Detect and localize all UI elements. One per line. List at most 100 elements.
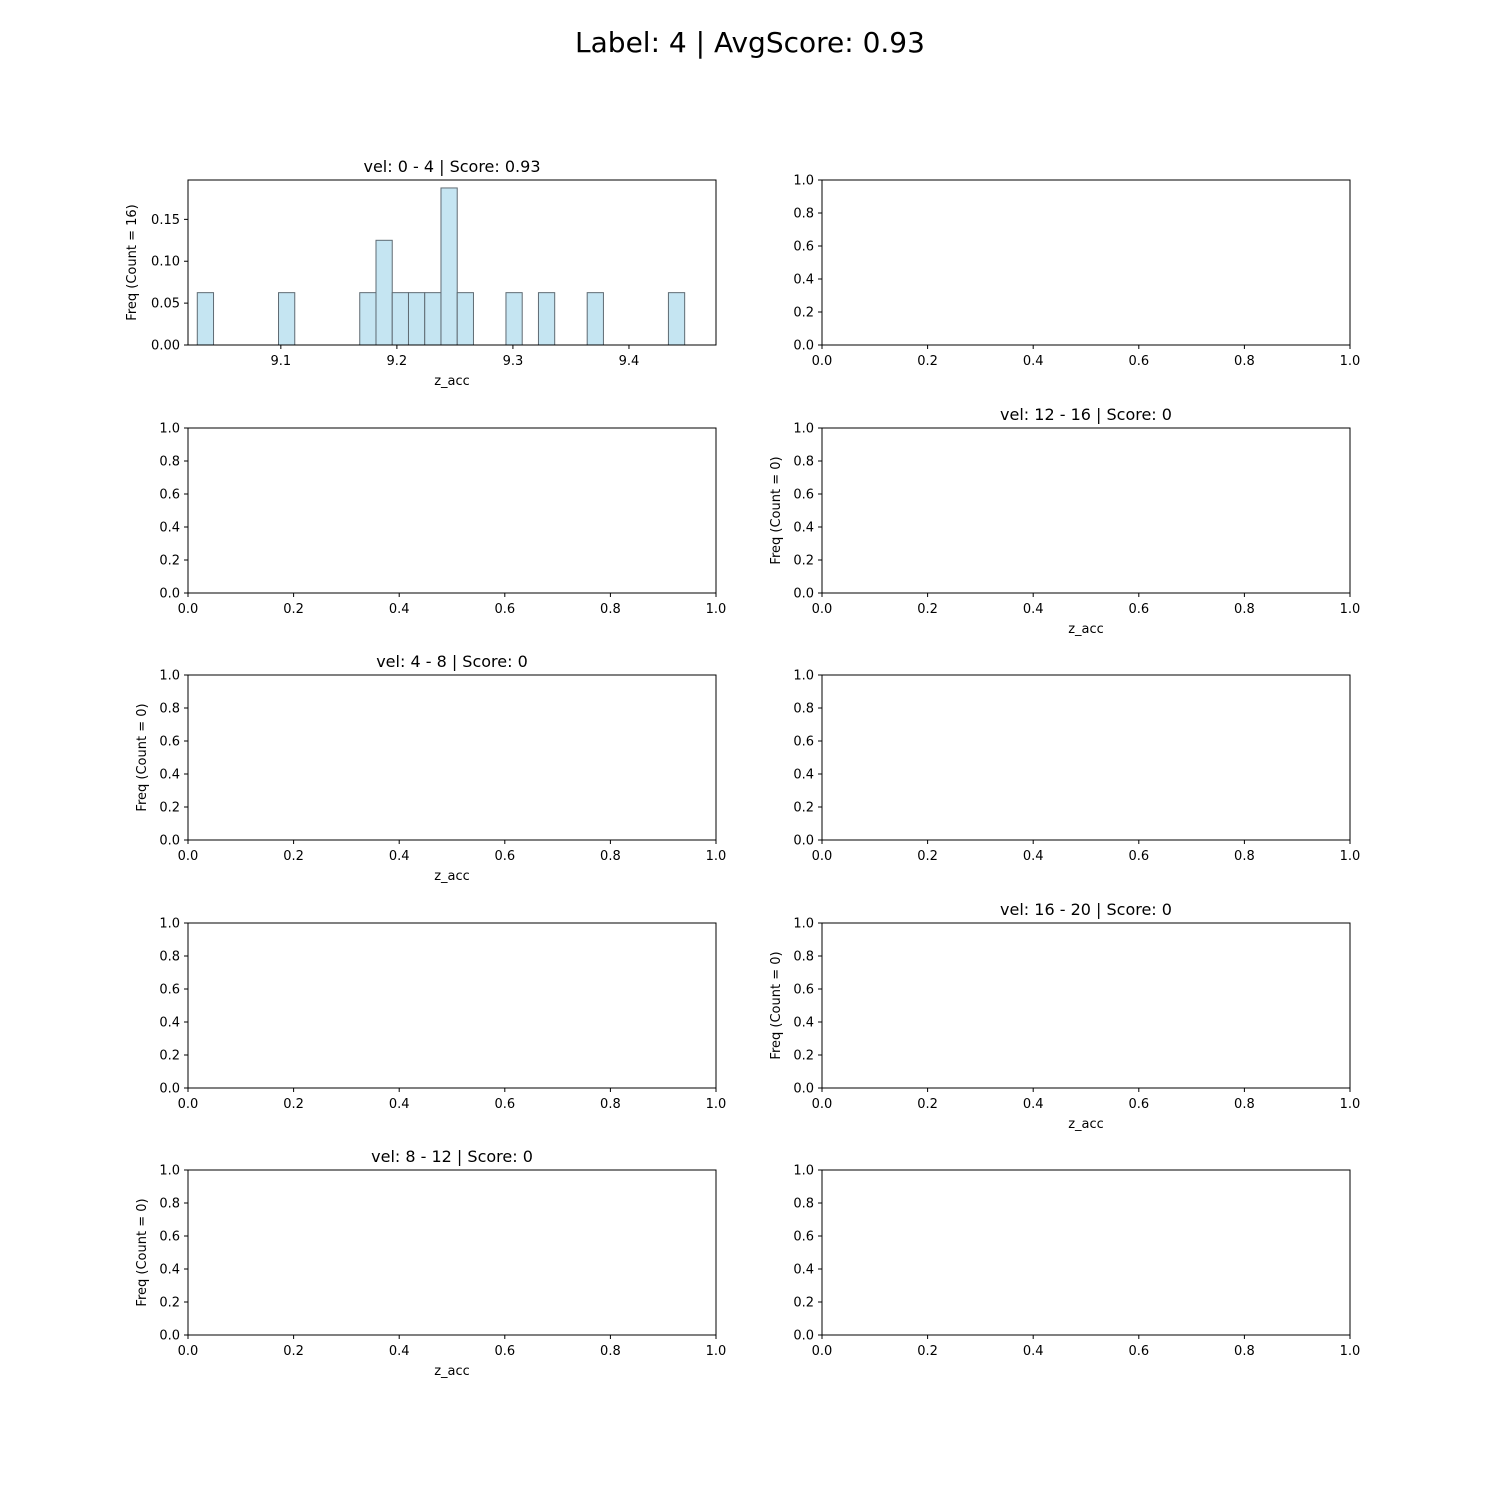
y-axis-label: Freq (Count = 0) [135,703,150,811]
y-tick-label: 0.2 [159,1296,180,1311]
y-tick-label: 0.0 [793,1082,814,1097]
axes-frame [187,179,717,346]
y-tick-label: 0.05 [151,297,180,312]
histogram-bar-12 [586,292,604,346]
x-tick-label: 1.0 [1340,354,1361,369]
subplot-8: 0.0 0.2 0.4 0.6 0.8 1.0 0.0 0.2 0.4 0.6 0.8 1.0 vel:… [769,900,1360,1132]
x-tick-label: 1.0 [1340,849,1361,864]
x-tick-label: 0.0 [178,849,199,864]
y-tick-label: 1.0 [159,669,180,684]
y-tick-label: 0.6 [159,1230,180,1245]
x-tick-label: 0.8 [1234,354,1255,369]
x-tick-label: 0.8 [600,1097,621,1112]
axes-frame [821,179,1351,346]
x-tick-label: 0.0 [178,1097,199,1112]
subplot-title: vel: 16 - 20 | Score: 0 [1000,900,1172,919]
x-tick-label: 0.6 [1128,849,1149,864]
histogram-bar-1 [196,292,215,346]
x-tick-label: 0.2 [917,602,938,617]
histogram-bar-5 [391,292,409,346]
subplot-3: 0.0 0.2 0.4 0.6 0.8 1.0 0.0 0.2 0.4 0.6 0.8 1.0 [159,422,726,618]
x-tick-label: 0.8 [600,849,621,864]
subplot-4: 0.0 0.2 0.4 0.6 0.8 1.0 0.0 0.2 0.4 0.6 0.8 1.0 vel:… [769,405,1360,637]
axes-frame [187,427,717,594]
axes-frame [821,674,1351,841]
y-tick-label: 0.10 [151,255,180,270]
x-tick-label: 0.4 [1023,354,1044,369]
y-tick-label: 1.0 [793,669,814,684]
x-tick-label: 0.4 [1023,1344,1044,1359]
x-tick-label: 1.0 [1340,1097,1361,1112]
histogram-bar-10 [505,292,523,346]
y-axis-label: Freq (Count = 0) [135,1198,150,1306]
y-tick-label: 1.0 [793,174,814,189]
x-tick-label: 0.8 [1234,1344,1255,1359]
subplot-grid: 9.1 9.2 9.3 9.4 0.00 0.05 0.10 0.15 vel: 0 - 4 |… [125,157,1360,1379]
y-axis-label: Freq (Count = 0) [769,456,784,564]
y-tick-label: 0.6 [793,983,814,998]
x-tick-label: 0.8 [600,1344,621,1359]
subplot-2: 0.0 0.2 0.4 0.6 0.8 1.0 0.0 0.2 0.4 0.6 0.8 1.0 [793,174,1360,370]
y-tick-label: 1.0 [159,422,180,437]
y-axis-label: Freq (Count = 0) [769,951,784,1059]
x-tick-label: 1.0 [706,849,727,864]
y-tick-label: 0.4 [159,1263,180,1278]
y-tick-label: 1.0 [793,917,814,932]
x-tick-label: 0.6 [494,602,515,617]
x-tick-label: 0.4 [389,1097,410,1112]
subplot-1: 9.1 9.2 9.3 9.4 0.00 0.05 0.10 0.15 vel: 0 - 4 |… [125,157,717,389]
x-tick-label: 9.2 [387,354,408,369]
x-axis-label: z_acc [1068,1117,1104,1132]
y-tick-label: 0.8 [793,455,814,470]
x-tick-label: 0.8 [1234,1097,1255,1112]
histogram-bar-3 [359,292,377,346]
y-tick-label: 0.4 [793,1263,814,1278]
y-tick-label: 1.0 [159,1164,180,1179]
y-tick-label: 0.4 [793,521,814,536]
y-tick-label: 1.0 [793,1164,814,1179]
subplot-10: 0.0 0.2 0.4 0.6 0.8 1.0 0.0 0.2 0.4 0.6 0.8 1.0 [793,1164,1360,1360]
x-tick-label: 0.6 [494,849,515,864]
y-tick-label: 0.0 [159,1082,180,1097]
y-tick-label: 0.8 [159,702,180,717]
x-tick-label: 0.4 [1023,602,1044,617]
x-tick-label: 0.4 [389,602,410,617]
x-tick-label: 9.1 [270,354,291,369]
subplot-title: vel: 8 - 12 | Score: 0 [371,1147,533,1166]
x-tick-label: 0.2 [917,1097,938,1112]
y-tick-label: 1.0 [159,917,180,932]
y-tick-label: 0.00 [151,339,180,354]
y-tick-label: 0.8 [159,950,180,965]
y-tick-label: 0.0 [159,834,180,849]
y-tick-label: 0.8 [793,950,814,965]
y-tick-label: 0.6 [793,735,814,750]
y-tick-label: 0.8 [159,1197,180,1212]
x-tick-label: 9.4 [619,354,640,369]
x-tick-label: 1.0 [706,602,727,617]
x-tick-label: 0.2 [283,849,304,864]
y-tick-label: 0.8 [159,455,180,470]
x-tick-label: 1.0 [706,1344,727,1359]
y-tick-label: 0.0 [159,1329,180,1344]
x-tick-label: 1.0 [706,1097,727,1112]
y-axis-label: Freq (Count = 16) [125,204,140,320]
y-tick-label: 0.2 [159,554,180,569]
histogram-bar-4 [375,239,393,346]
x-tick-label: 0.6 [1128,354,1149,369]
axes-frame [821,922,1351,1089]
y-tick-label: 0.4 [793,273,814,288]
y-tick-label: 0.6 [793,488,814,503]
x-tick-label: 0.0 [812,849,833,864]
y-tick-label: 0.2 [793,554,814,569]
x-tick-label: 0.2 [917,849,938,864]
y-tick-label: 0.4 [159,521,180,536]
y-tick-label: 0.4 [159,768,180,783]
x-tick-label: 0.2 [283,1344,304,1359]
subplot-6: 0.0 0.2 0.4 0.6 0.8 1.0 0.0 0.2 0.4 0.6 0.8 1.0 [793,669,1360,865]
x-tick-label: 0.6 [1128,602,1149,617]
subplot-9: 0.0 0.2 0.4 0.6 0.8 1.0 0.0 0.2 0.4 0.6 0.8 1.0 vel:… [135,1147,726,1379]
x-tick-label: 0.6 [1128,1097,1149,1112]
axes-frame [187,1169,717,1336]
